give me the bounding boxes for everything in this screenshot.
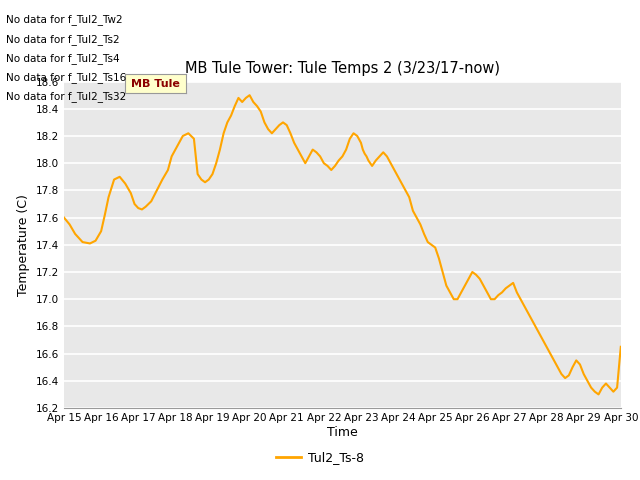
Text: No data for f_Tul2_Tw2: No data for f_Tul2_Tw2	[6, 14, 123, 25]
Y-axis label: Temperature (C): Temperature (C)	[17, 194, 30, 296]
Title: MB Tule Tower: Tule Temps 2 (3/23/17-now): MB Tule Tower: Tule Temps 2 (3/23/17-now…	[185, 61, 500, 76]
Text: No data for f_Tul2_Ts4: No data for f_Tul2_Ts4	[6, 53, 120, 64]
Legend: Tul2_Ts-8: Tul2_Ts-8	[271, 446, 369, 469]
Text: No data for f_Tul2_Ts16: No data for f_Tul2_Ts16	[6, 72, 127, 83]
Text: MB Tule: MB Tule	[131, 79, 180, 88]
X-axis label: Time: Time	[327, 426, 358, 439]
Text: No data for f_Tul2_Ts2: No data for f_Tul2_Ts2	[6, 34, 120, 45]
Text: No data for f_Tul2_Ts32: No data for f_Tul2_Ts32	[6, 91, 127, 102]
